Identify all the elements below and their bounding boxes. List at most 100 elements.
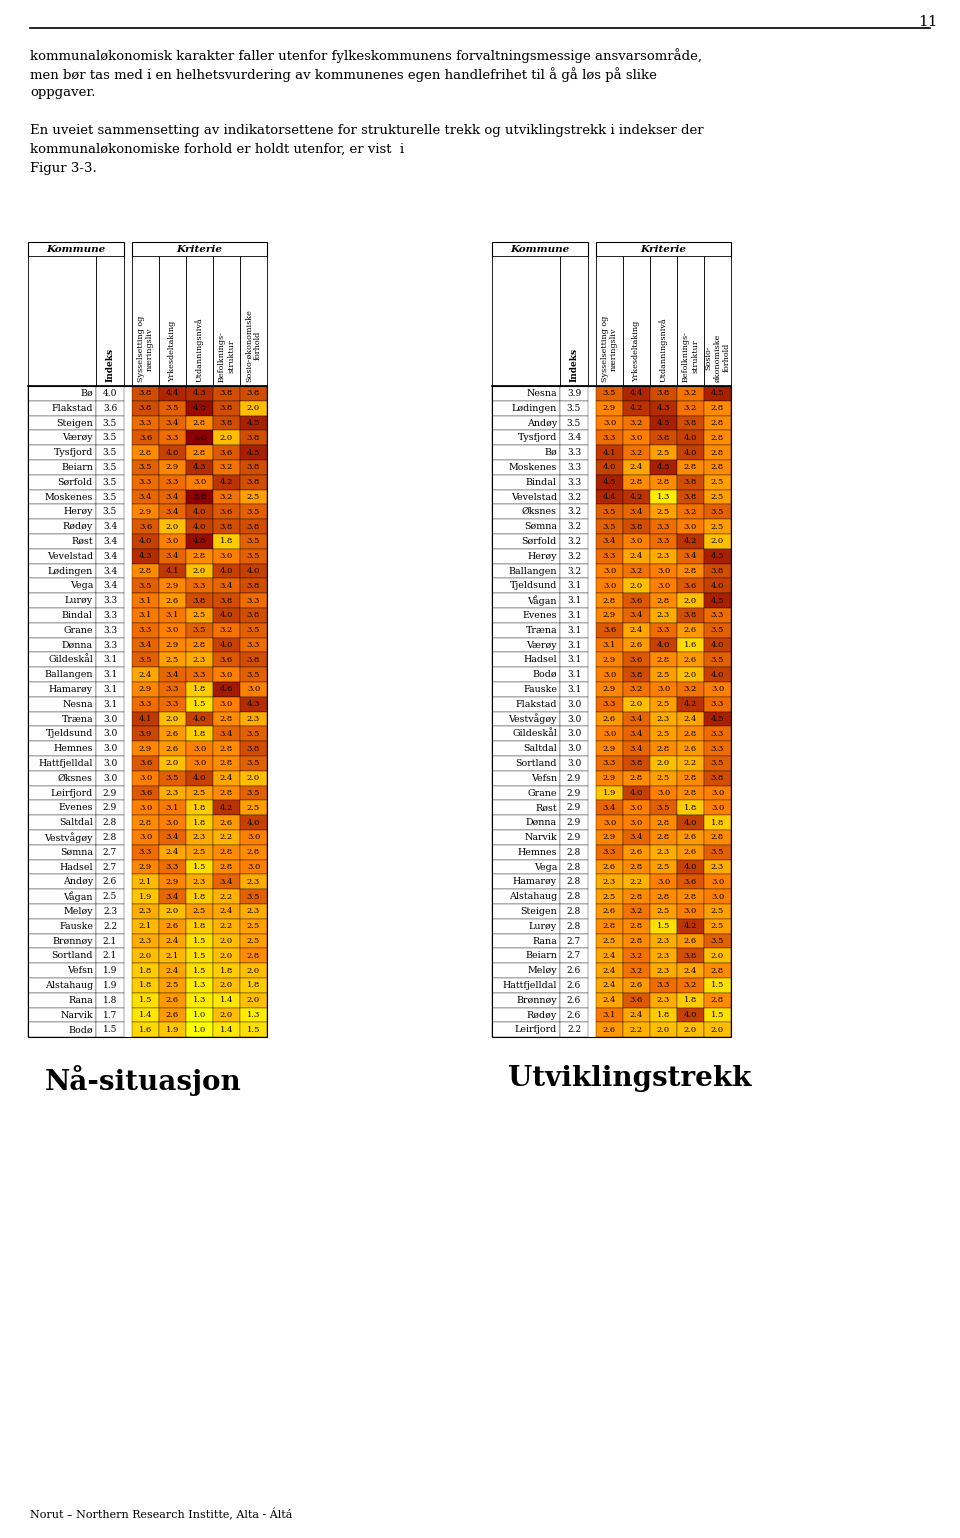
Bar: [560, 1007, 588, 1023]
Text: 4.2: 4.2: [630, 404, 643, 412]
Text: 3.5: 3.5: [247, 508, 260, 515]
Text: oppgaver.: oppgaver.: [30, 86, 95, 98]
Bar: [186, 889, 213, 904]
Text: 2.8: 2.8: [139, 568, 152, 575]
Text: 5.0: 5.0: [193, 494, 206, 501]
Bar: [28, 904, 96, 918]
Bar: [186, 1007, 213, 1023]
Text: 3.0: 3.0: [710, 878, 724, 886]
Text: 1.5: 1.5: [710, 981, 724, 989]
Text: 3.1: 3.1: [566, 640, 581, 649]
Text: 4.1: 4.1: [166, 568, 180, 575]
Text: 2.9: 2.9: [566, 818, 581, 827]
Bar: [132, 860, 159, 875]
Bar: [159, 608, 186, 623]
Bar: [704, 1007, 731, 1023]
Bar: [132, 475, 159, 489]
Bar: [704, 578, 731, 594]
Bar: [492, 949, 560, 963]
Bar: [704, 608, 731, 623]
Text: 2.3: 2.3: [193, 878, 206, 886]
Text: 3.5: 3.5: [247, 789, 260, 797]
Text: 2.5: 2.5: [193, 789, 206, 797]
Bar: [213, 918, 240, 934]
Bar: [560, 831, 588, 844]
Bar: [186, 831, 213, 844]
Text: 1.5: 1.5: [710, 1010, 724, 1020]
Text: 3.2: 3.2: [567, 492, 581, 501]
Text: 2.8: 2.8: [710, 966, 724, 975]
Bar: [186, 904, 213, 918]
Bar: [240, 460, 267, 475]
Text: 2.8: 2.8: [630, 923, 643, 930]
Text: Utdanningsnivå: Utdanningsnivå: [660, 317, 668, 381]
Text: 2.8: 2.8: [710, 449, 724, 457]
Text: 3.0: 3.0: [103, 774, 117, 783]
Bar: [492, 994, 560, 1007]
Bar: [650, 963, 677, 978]
Text: 2.5: 2.5: [103, 892, 117, 901]
Text: 2.5: 2.5: [193, 847, 206, 857]
Bar: [650, 549, 677, 563]
Text: 3.8: 3.8: [684, 478, 697, 486]
Text: 3.4: 3.4: [139, 641, 153, 649]
Bar: [623, 504, 650, 520]
Text: 3.4: 3.4: [166, 834, 180, 841]
Bar: [677, 860, 704, 875]
Text: 2.6: 2.6: [566, 995, 581, 1004]
Text: Fauske: Fauske: [59, 921, 93, 930]
Text: 3.1: 3.1: [166, 804, 180, 812]
Text: 3.0: 3.0: [166, 818, 180, 826]
Bar: [560, 786, 588, 800]
Text: 3.6: 3.6: [220, 655, 233, 664]
Text: 1.3: 1.3: [657, 494, 670, 501]
Bar: [159, 934, 186, 949]
Bar: [186, 815, 213, 831]
Text: 3.3: 3.3: [657, 626, 670, 634]
Text: 2.3: 2.3: [657, 612, 670, 620]
Bar: [132, 800, 159, 815]
Text: 4.0: 4.0: [684, 863, 697, 871]
Bar: [240, 504, 267, 520]
Text: 3.3: 3.3: [103, 611, 117, 620]
Text: Nå-situasjon: Nå-situasjon: [45, 1066, 242, 1097]
Bar: [132, 594, 159, 608]
Bar: [492, 520, 560, 534]
Text: Bindal: Bindal: [62, 611, 93, 620]
Bar: [132, 889, 159, 904]
Text: 4.2: 4.2: [220, 478, 233, 486]
Bar: [560, 386, 588, 401]
Bar: [213, 1023, 240, 1037]
Bar: [677, 667, 704, 681]
Text: 4.5: 4.5: [657, 418, 670, 428]
Text: 3.5: 3.5: [603, 389, 616, 397]
Text: Hadsel: Hadsel: [60, 863, 93, 872]
Bar: [623, 978, 650, 994]
Text: 3.8: 3.8: [710, 774, 724, 783]
Text: 3.1: 3.1: [566, 611, 581, 620]
Text: 2.8: 2.8: [139, 449, 152, 457]
Bar: [186, 786, 213, 800]
Bar: [132, 726, 159, 741]
Bar: [186, 1023, 213, 1037]
Bar: [240, 681, 267, 697]
Bar: [704, 504, 731, 520]
Text: 1.8: 1.8: [139, 981, 153, 989]
Bar: [704, 963, 731, 978]
Bar: [677, 681, 704, 697]
Bar: [650, 860, 677, 875]
Bar: [132, 918, 159, 934]
Text: En uveiet sammensetting av indikatorsettene for strukturelle trekk og utviklings: En uveiet sammensetting av indikatorsett…: [30, 125, 704, 137]
Bar: [213, 608, 240, 623]
Text: 2.8: 2.8: [630, 863, 643, 871]
Text: 2.0: 2.0: [166, 523, 180, 531]
Bar: [213, 994, 240, 1007]
Text: 4.0: 4.0: [103, 389, 117, 398]
Text: 3.5: 3.5: [103, 463, 117, 472]
Text: 3.4: 3.4: [630, 612, 643, 620]
Bar: [560, 994, 588, 1007]
Text: 3.4: 3.4: [220, 731, 233, 738]
Text: Sørfold: Sørfold: [521, 537, 557, 546]
Bar: [492, 608, 560, 623]
Text: 3.0: 3.0: [710, 892, 724, 901]
